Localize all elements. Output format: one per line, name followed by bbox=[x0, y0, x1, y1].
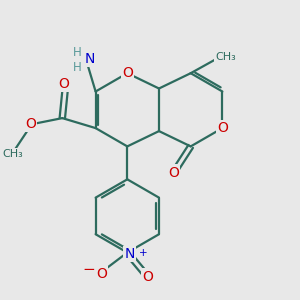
Text: +: + bbox=[139, 248, 147, 257]
Text: N: N bbox=[85, 52, 95, 66]
Text: O: O bbox=[96, 266, 106, 280]
Text: H: H bbox=[73, 61, 82, 74]
Text: O: O bbox=[168, 166, 179, 179]
Text: CH₃: CH₃ bbox=[3, 149, 23, 159]
Text: O: O bbox=[25, 117, 36, 131]
Text: O: O bbox=[217, 121, 228, 135]
Text: H: H bbox=[73, 46, 81, 59]
Text: O: O bbox=[58, 76, 69, 91]
Text: O: O bbox=[142, 269, 153, 284]
Text: N: N bbox=[124, 247, 135, 261]
Text: O: O bbox=[122, 66, 133, 80]
Text: −: − bbox=[82, 262, 95, 277]
Text: CH₃: CH₃ bbox=[215, 52, 236, 61]
